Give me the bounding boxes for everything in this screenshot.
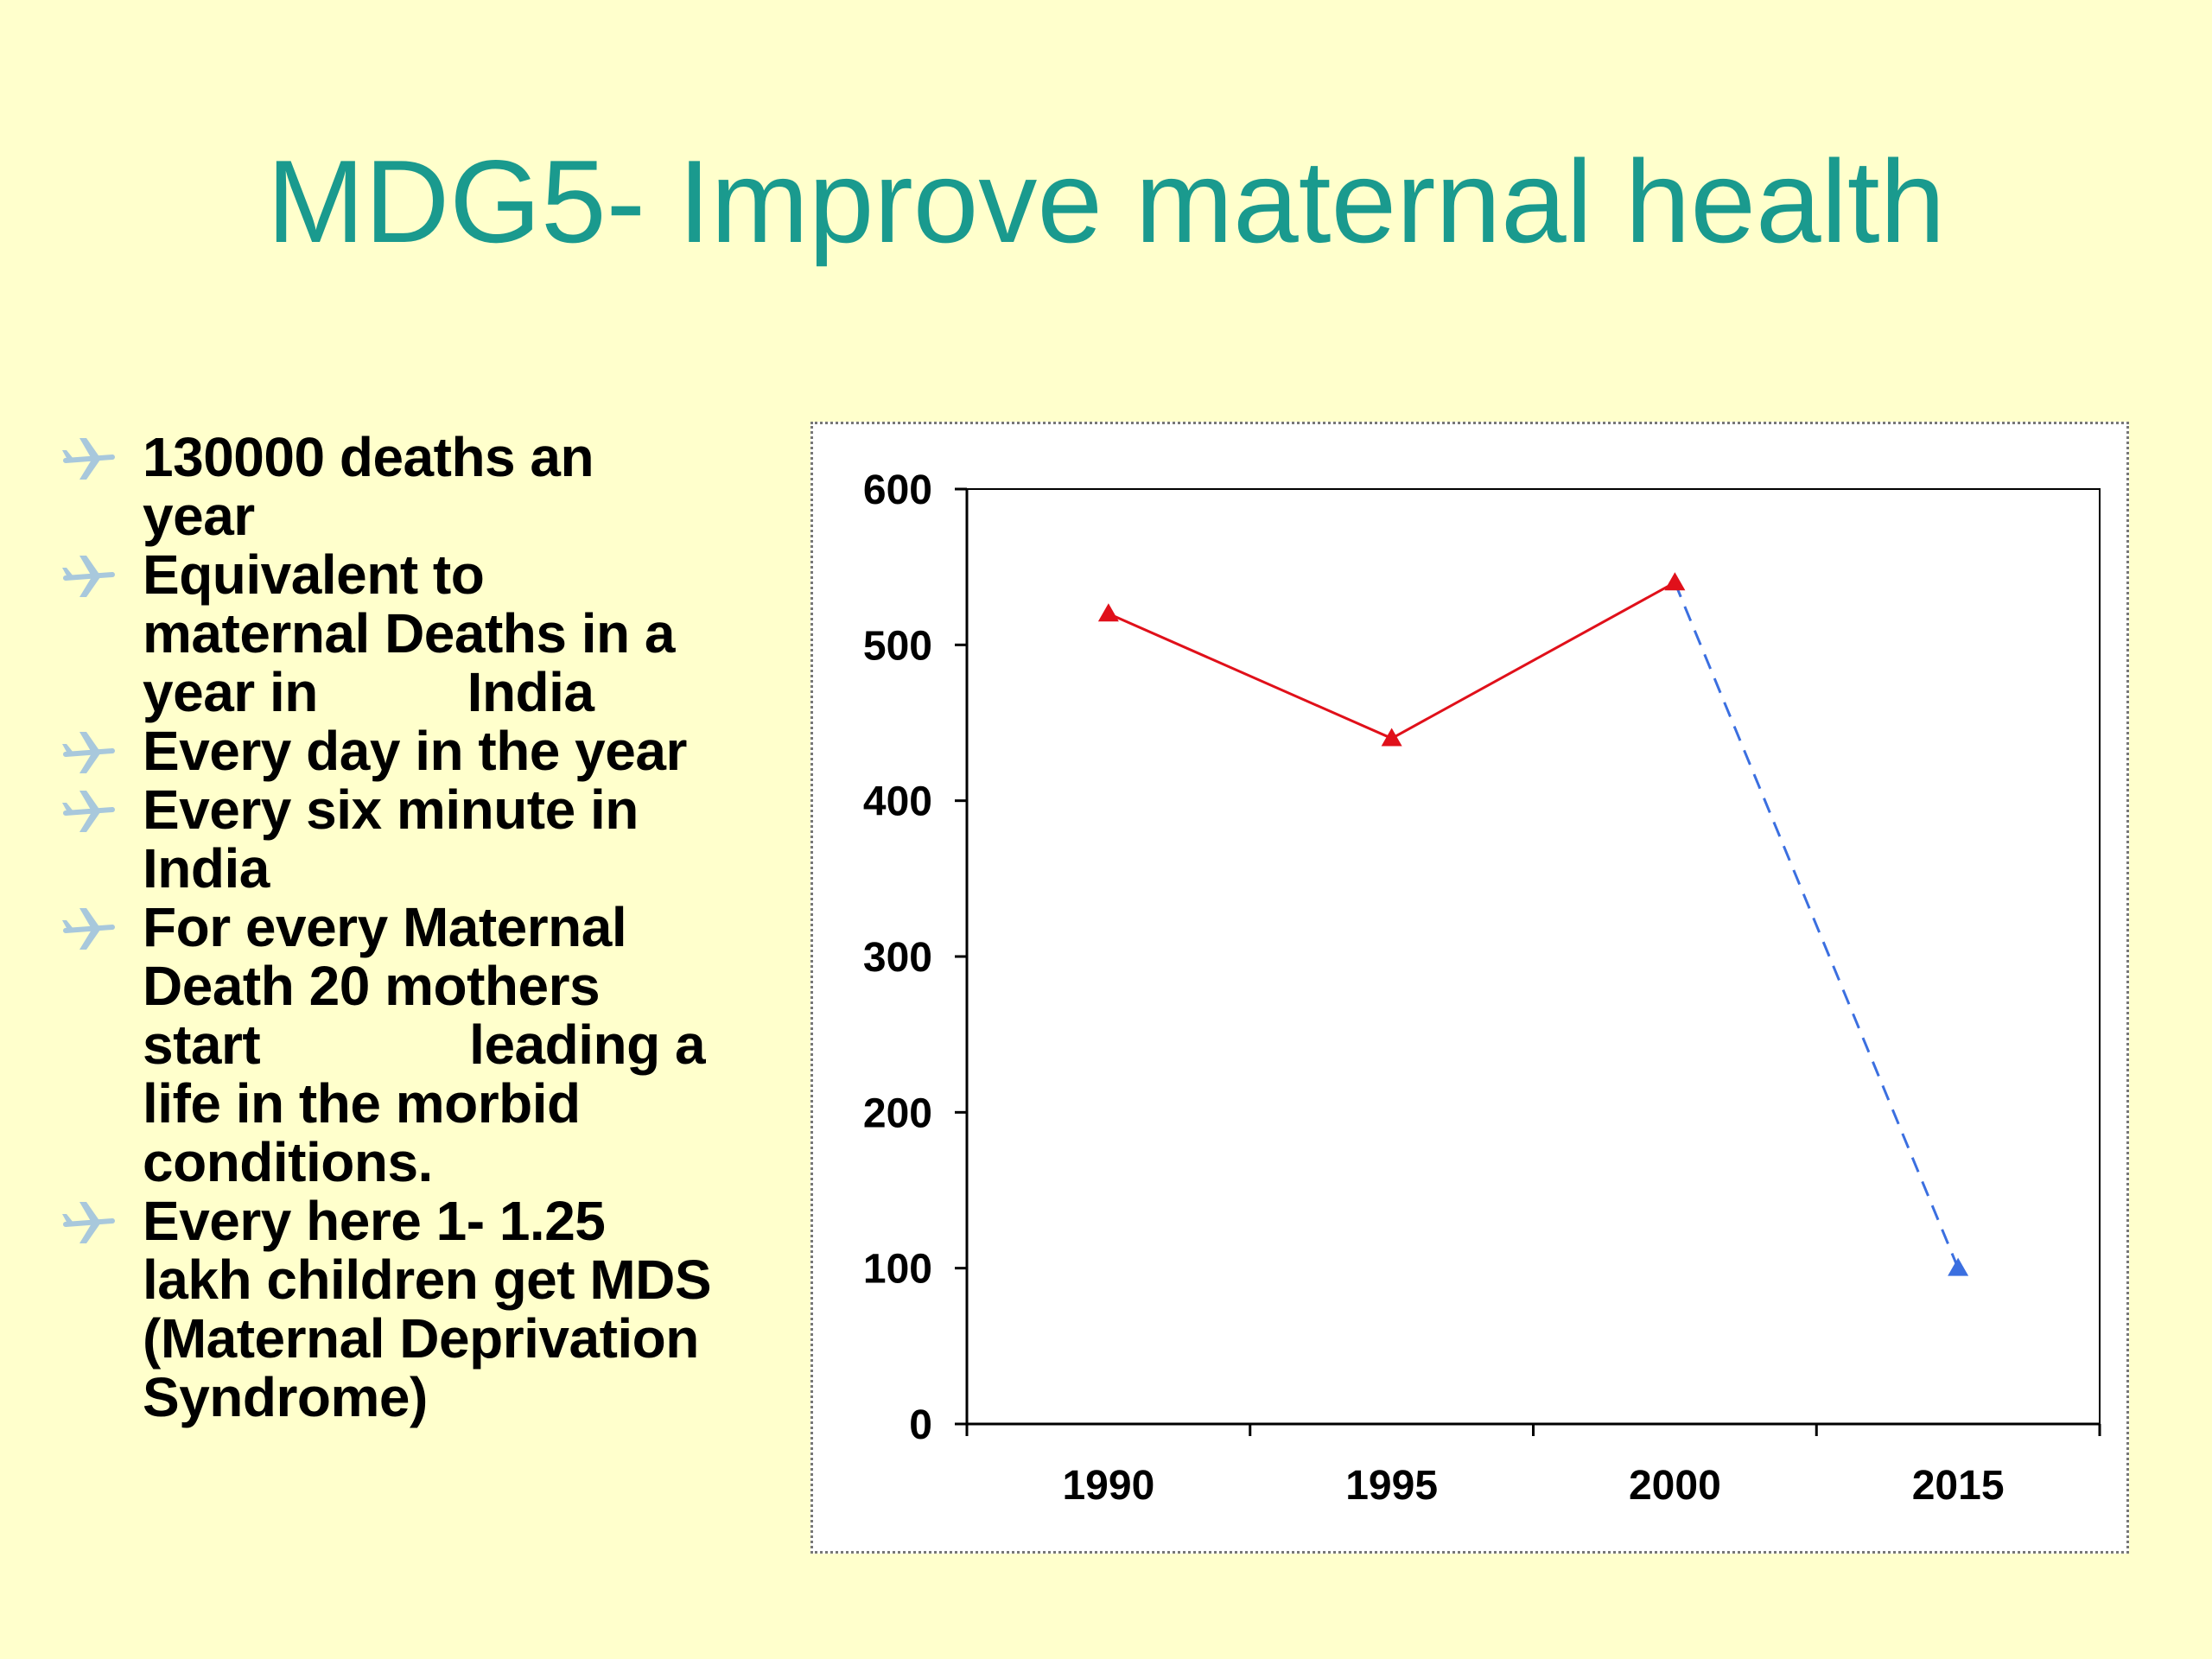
bullet-item: Every six minute in India: [60, 780, 804, 898]
data-point-marker: [1381, 728, 1402, 747]
y-tick-label: 300: [863, 935, 932, 981]
y-tick-label: 500: [863, 623, 932, 669]
x-tick-label: 2015: [1912, 1463, 2005, 1509]
airplane-bullet-icon: [62, 438, 115, 480]
x-tick-label: 1990: [1062, 1463, 1154, 1509]
y-tick-label: 100: [863, 1247, 932, 1293]
bullet-line: life in the morbid: [143, 1072, 581, 1135]
airplane-bullet-icon: [62, 732, 115, 773]
bullet-line: Equivalent to: [143, 543, 485, 606]
bullet-item: 130000 deaths an year: [60, 428, 804, 545]
data-point-marker: [1948, 1257, 1969, 1276]
bullet-item: Every day in the year: [60, 721, 804, 780]
bullet-item: Equivalent to maternal Deaths in a year in…: [60, 545, 804, 721]
bullet-line: conditions.: [143, 1131, 433, 1193]
airplane-bullet-icon: [62, 1202, 115, 1243]
line-chart: 0 100 200 300 400 500 600 1990 1995 2000 2015: [863, 467, 2101, 1509]
bullet-line: year in India: [143, 661, 594, 723]
plot-area: [966, 488, 2101, 1425]
bullet-line: Every here 1- 1.25: [143, 1190, 606, 1252]
bullet-item: Every here 1- 1.25 lakh children get MDS(…: [60, 1192, 804, 1427]
series-line-1: [1673, 582, 1960, 1269]
bullet-line: For every Maternal: [143, 896, 627, 958]
bullet-line: (Maternal Deprivation: [143, 1307, 699, 1370]
chart-frame: 0 100 200 300 400 500 600 1990 1995 2000 2015: [810, 422, 2129, 1554]
bullet-line: Every six minute in: [143, 779, 639, 841]
bullet-line: lakh children get MDS: [143, 1249, 712, 1311]
y-tick-label: 600: [863, 467, 932, 513]
data-point-marker: [1664, 572, 1686, 591]
bullet-item: For every Maternal Death 20 mothers start …: [60, 898, 804, 1192]
y-tick-label: 0: [909, 1402, 932, 1448]
series-line-0: [1108, 581, 1676, 741]
slide-title: MDG5- Improve maternal health: [266, 136, 1946, 267]
bullet-line: 130000 deaths an: [143, 426, 594, 488]
y-tick-label: 400: [863, 779, 932, 825]
bullet-list: 130000 deaths an year Equivalent to materna…: [60, 428, 804, 1427]
bullet-line: Death 20 mothers: [143, 955, 601, 1017]
bullet-line: Every day in the year: [143, 720, 687, 782]
airplane-bullet-icon: [62, 908, 115, 950]
bullet-line: year: [143, 485, 255, 547]
bullet-line: Syndrome): [143, 1366, 428, 1428]
x-tick-label: 2000: [1629, 1463, 1721, 1509]
airplane-bullet-icon: [62, 556, 115, 597]
x-tick-label: 1995: [1345, 1463, 1438, 1509]
data-point-marker: [1097, 603, 1119, 622]
bullet-line: India: [143, 837, 270, 899]
bullet-line: start leading a: [143, 1014, 706, 1076]
airplane-bullet-icon: [62, 791, 115, 832]
y-tick-label: 200: [863, 1090, 932, 1136]
bullet-line: maternal Deaths in a: [143, 602, 676, 664]
